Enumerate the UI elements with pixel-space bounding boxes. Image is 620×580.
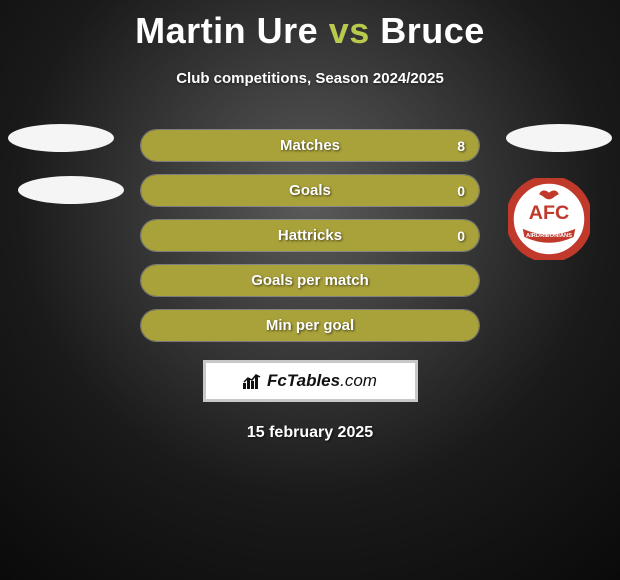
stat-bar: Matches 8	[140, 129, 480, 162]
svg-text:AFC: AFC	[529, 202, 569, 224]
player1-ellipse-2	[18, 176, 124, 204]
title-vs: vs	[329, 10, 370, 51]
stat-bar: Goals 0	[140, 174, 480, 207]
date-text: 15 february 2025	[0, 424, 620, 442]
stat-bar-value: 0	[457, 228, 465, 244]
stat-bar-label: Goals per match	[251, 272, 369, 289]
svg-text:AIRDRIEONIANS: AIRDRIEONIANS	[526, 233, 572, 239]
subtitle: Club competitions, Season 2024/2025	[0, 70, 620, 87]
stat-bar: Min per goal	[140, 309, 480, 342]
team-badge: AFC AIRDRIEONIANS	[508, 178, 590, 260]
stat-bar-label: Hattricks	[278, 227, 342, 244]
stat-bar-label: Min per goal	[266, 317, 354, 334]
stat-bar: Hattricks 0	[140, 219, 480, 252]
stat-bar-value: 8	[457, 138, 465, 154]
player2-ellipse-1	[506, 124, 612, 152]
page-title: Martin Ure vs Bruce	[0, 0, 620, 52]
stat-bar-value: 0	[457, 183, 465, 199]
player1-name: Martin Ure	[135, 10, 318, 51]
logo-text: FcTables.com	[267, 371, 377, 391]
stat-bar-label: Matches	[280, 137, 340, 154]
player2-name: Bruce	[380, 10, 485, 51]
stat-bar: Goals per match	[140, 264, 480, 297]
stat-bar-label: Goals	[289, 182, 331, 199]
chart-icon	[243, 373, 263, 389]
player1-ellipse-1	[8, 124, 114, 152]
fctables-logo: FcTables.com	[203, 360, 418, 402]
